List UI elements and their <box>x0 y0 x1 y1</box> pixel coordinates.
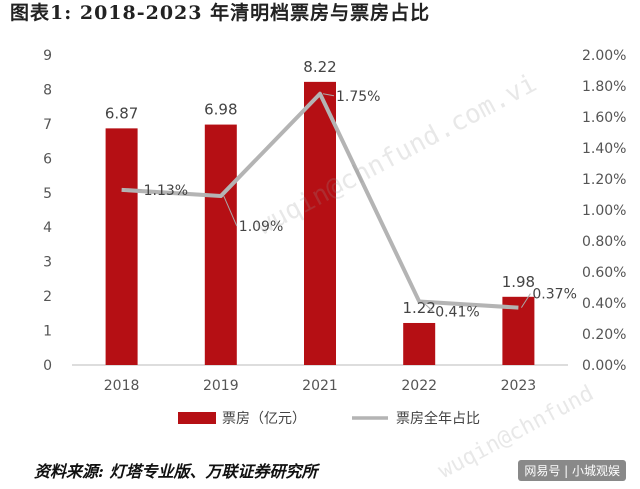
x-tick-label: 2023 <box>501 378 537 394</box>
bar-value-label: 1.22 <box>402 299 435 317</box>
x-axis-ticks: 2018 2019 2021 2022 2023 <box>104 378 536 394</box>
y2-tick-label: 0.00% <box>582 358 626 374</box>
y2-tick-label: 0.80% <box>582 234 626 250</box>
legend-swatch-bar <box>178 412 216 424</box>
line-value-label: 1.13% <box>144 183 188 199</box>
y2-tick-label: 1.60% <box>582 110 626 126</box>
source-note: 资料来源: 灯塔专业版、万联证券研究所 <box>34 462 318 481</box>
legend: 票房（亿元） 票房全年占比 <box>178 410 480 427</box>
x-tick-label: 2021 <box>302 378 338 394</box>
bar <box>304 81 336 365</box>
y2-tick-label: 1.40% <box>582 141 626 157</box>
chart-title: 图表1: 2018-2023 年清明档票房与票房占比 <box>10 2 431 24</box>
combo-chart: 0 1 2 3 4 5 6 7 8 9 0.00% 0.20% 0.40% 0.60% 0.80% 1.00… <box>43 48 626 427</box>
line-label-leader <box>322 93 335 97</box>
bar-data-labels: 6.87 6.98 8.22 1.22 1.98 <box>105 58 535 317</box>
y-tick-label: 1 <box>43 324 52 340</box>
y-tick-label: 4 <box>43 220 52 236</box>
y-tick-label: 6 <box>43 151 52 167</box>
y2-tick-label: 1.20% <box>582 172 626 188</box>
y-tick-label: 9 <box>43 48 52 64</box>
x-tick-label: 2019 <box>203 378 239 394</box>
bar-value-label: 6.98 <box>204 101 237 119</box>
line-value-label: 0.41% <box>435 304 479 320</box>
line-value-label: 1.09% <box>239 219 283 235</box>
line-label-leader <box>223 195 238 227</box>
y2-tick-label: 0.40% <box>582 296 626 312</box>
y2-tick-label: 0.20% <box>582 327 626 343</box>
y2-tick-label: 2.00% <box>582 48 626 64</box>
y-tick-label: 7 <box>43 117 52 133</box>
brand-badge: 网易号 | 小城观娱 <box>518 460 626 481</box>
bar-series <box>105 81 535 365</box>
x-tick-label: 2022 <box>401 378 437 394</box>
share-line <box>121 91 519 310</box>
left-axis-ticks: 0 1 2 3 4 5 6 7 8 9 <box>43 48 52 374</box>
line-series <box>121 91 519 310</box>
right-axis-ticks: 0.00% 0.20% 0.40% 0.60% 0.80% 1.00% 1.20% 1.40%… <box>582 48 626 374</box>
y2-tick-label: 1.00% <box>582 203 626 219</box>
bar-value-label: 8.22 <box>303 58 336 76</box>
bar-value-label: 6.87 <box>105 104 138 122</box>
y-tick-label: 5 <box>43 186 52 202</box>
y-tick-label: 3 <box>43 255 52 271</box>
line-label-leader <box>520 293 531 308</box>
legend-label-line: 票房全年占比 <box>396 410 480 427</box>
y2-tick-label: 0.60% <box>582 265 626 281</box>
bar <box>105 128 138 365</box>
line-data-labels: 1.13% 1.09% 1.75% 0.41% 0.37% <box>124 89 577 320</box>
line-label-leader <box>421 301 434 312</box>
legend-label-bar: 票房（亿元） <box>222 411 306 427</box>
bar-value-label: 1.98 <box>502 273 535 291</box>
bar <box>403 322 436 365</box>
line-value-label: 0.37% <box>532 287 576 303</box>
x-tick-label: 2018 <box>104 378 140 394</box>
y-tick-label: 2 <box>43 289 52 305</box>
line-value-label: 1.75% <box>336 89 380 105</box>
y-tick-label: 0 <box>43 358 52 374</box>
y2-tick-label: 1.80% <box>582 79 626 95</box>
y-tick-label: 8 <box>43 82 52 98</box>
bar <box>204 124 237 365</box>
